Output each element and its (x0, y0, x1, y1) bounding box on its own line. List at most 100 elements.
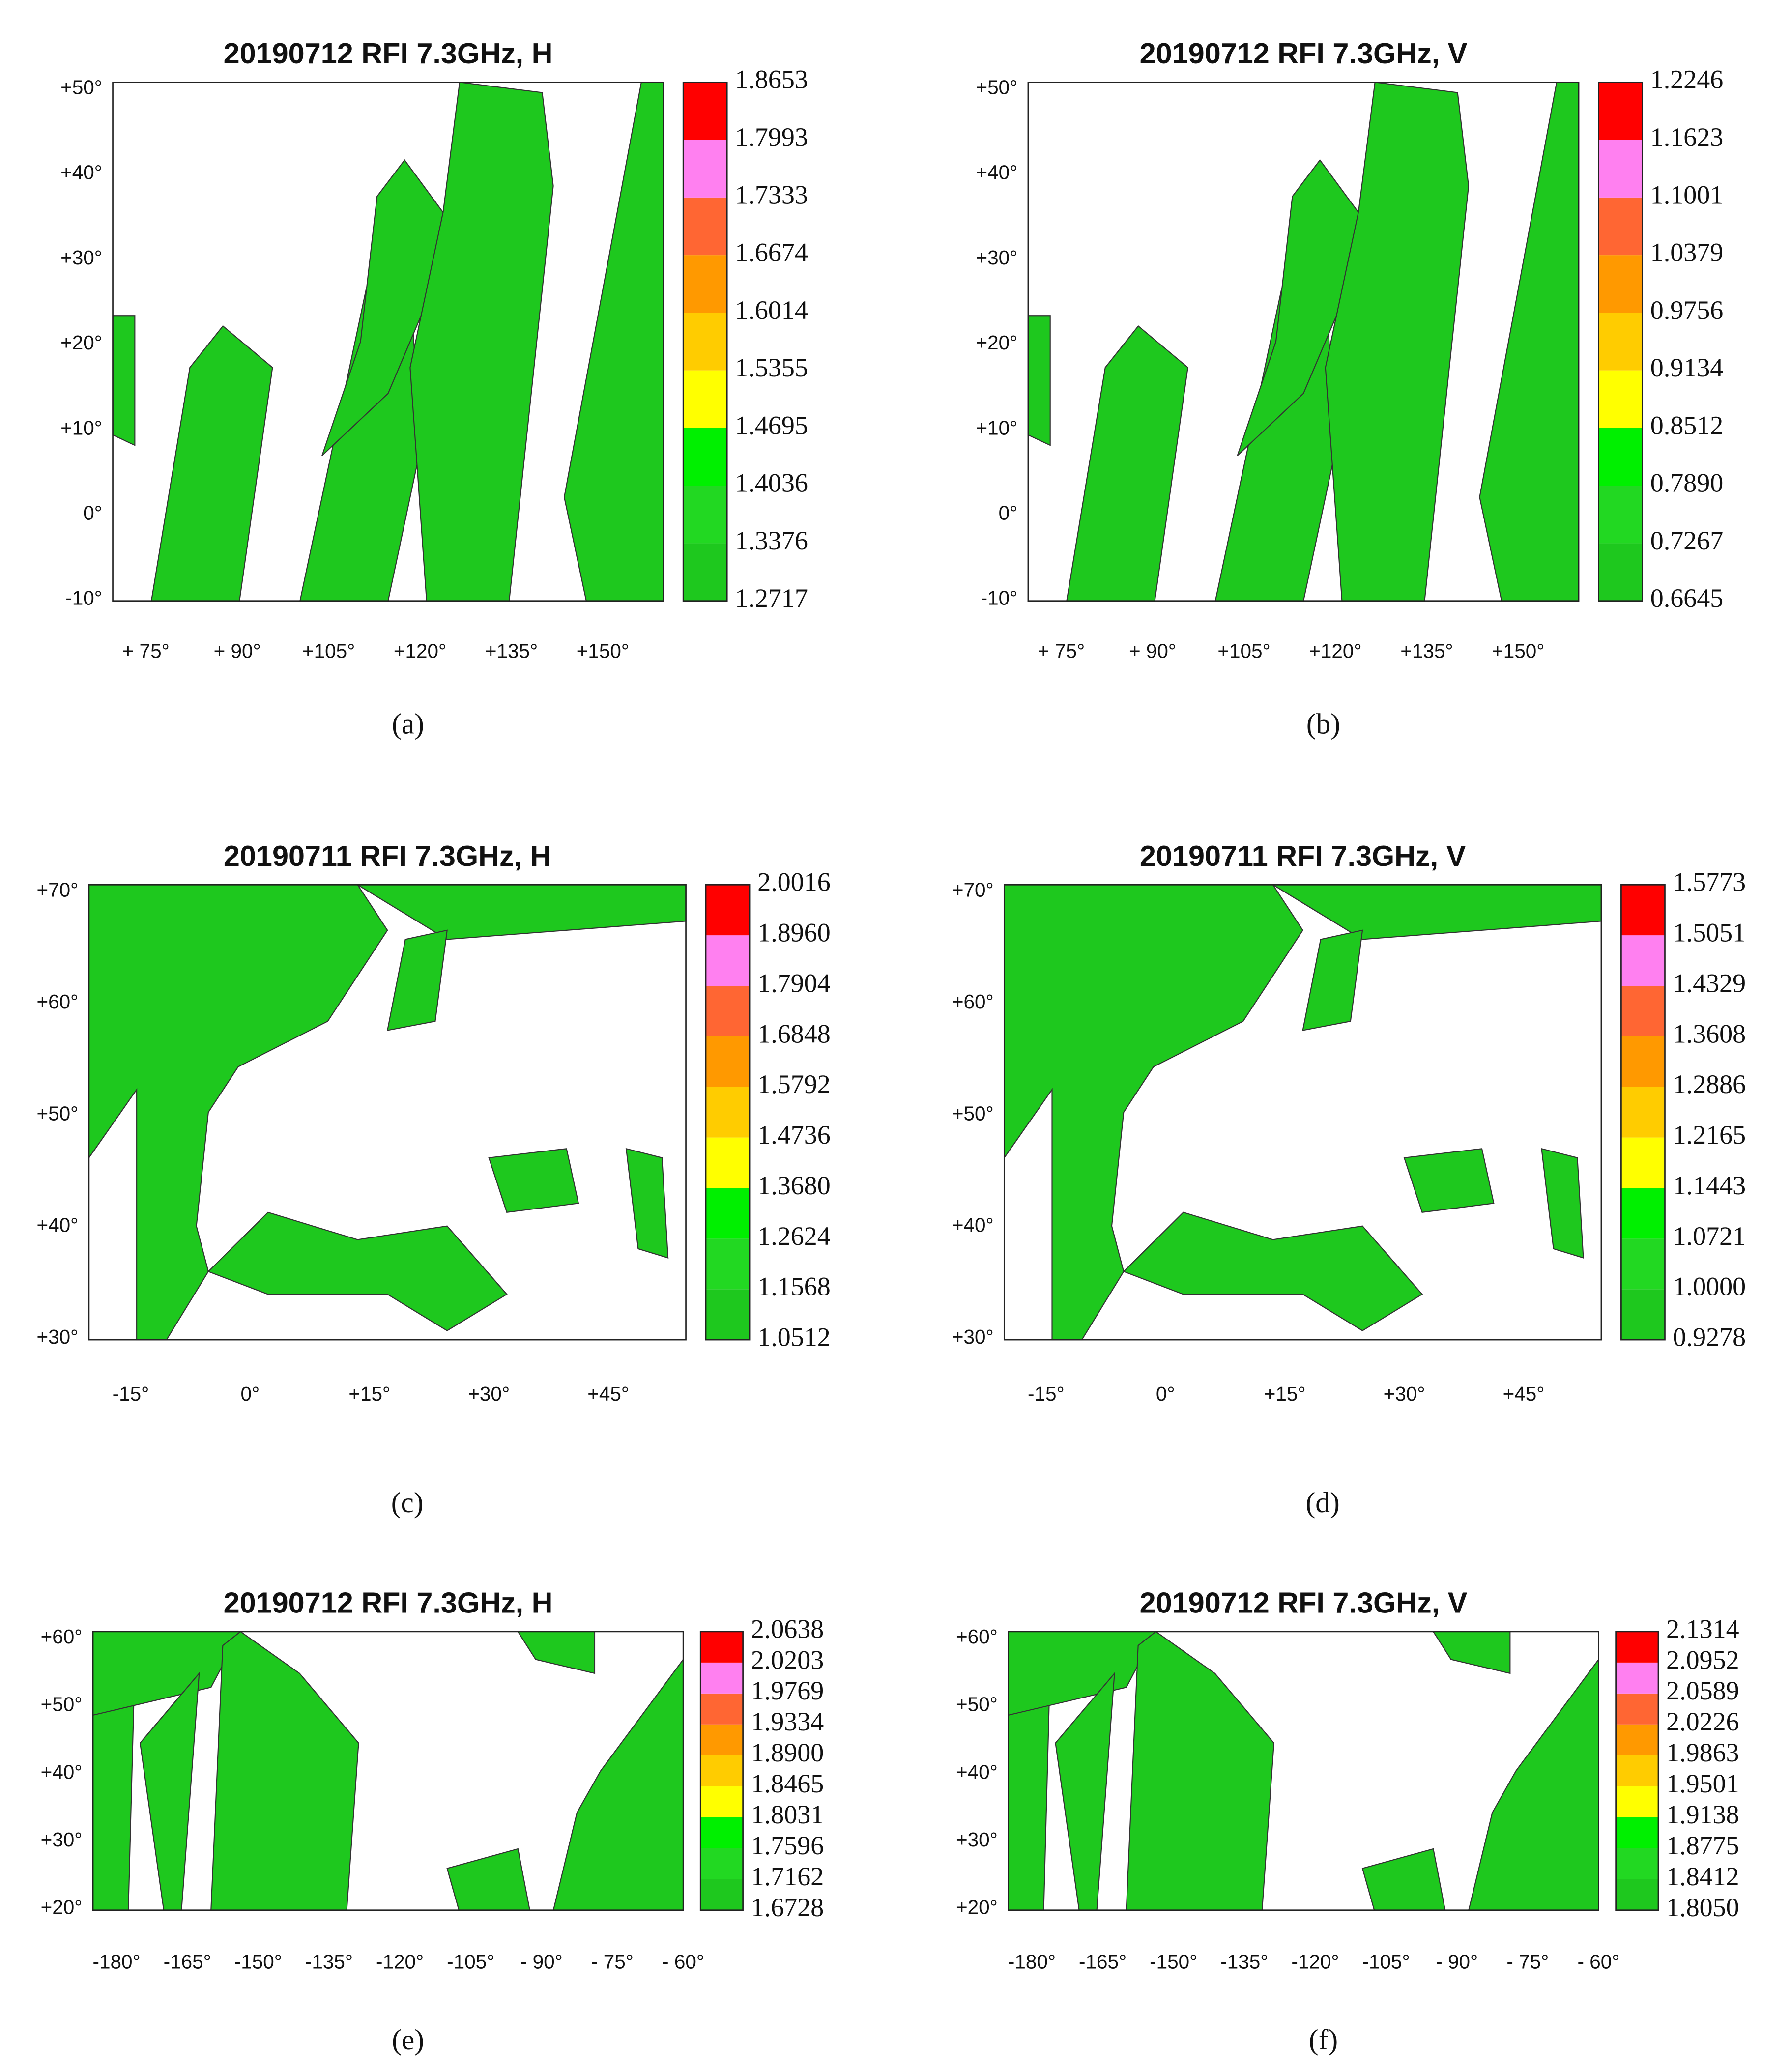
data-region (1123, 1211, 1423, 1331)
colorbar-label: 1.5051 (1673, 918, 1746, 948)
colorbar-band (1616, 1848, 1658, 1879)
data-region (1237, 159, 1370, 456)
data-region (150, 325, 273, 602)
colorbar-label: 1.2886 (1673, 1069, 1746, 1099)
colorbar-label: 1.6848 (757, 1019, 830, 1048)
x-tick-label: +120° (394, 640, 446, 662)
colorbar-label: 1.0379 (1650, 238, 1723, 267)
data-region (552, 1658, 684, 1911)
colorbar-band (683, 486, 727, 544)
x-tick-label: + 75° (122, 640, 170, 662)
colorbar-band (683, 313, 727, 371)
colorbar-band (1598, 140, 1643, 198)
x-tick-label: - 75° (591, 1950, 634, 1973)
map-panel: 20190711 RFI 7.3GHz, V +70° +60° +50° +40° +3… (952, 839, 1746, 1519)
data-region (1432, 1631, 1511, 1674)
data-region (92, 1686, 135, 1911)
x-tick-label: - 60° (1578, 1950, 1620, 1973)
data-region (1004, 884, 1303, 1341)
colorbar-band (706, 1188, 750, 1239)
x-tick-label: -135° (1220, 1950, 1268, 1973)
data-region (1403, 1148, 1495, 1213)
panel-title: 20190712 RFI 7.3GHz, H (224, 1586, 553, 1619)
colorbar-band (700, 1755, 743, 1786)
data-region (1027, 315, 1051, 446)
data-region (1479, 82, 1580, 602)
colorbar-band (1616, 1724, 1658, 1755)
y-tick-label: +70° (37, 878, 79, 901)
y-tick-label: +50° (952, 1102, 994, 1124)
map-frame (1003, 884, 1602, 1341)
y-tick-label: +60° (41, 1625, 83, 1648)
map-frame (112, 81, 664, 602)
y-tick-label: 0° (83, 501, 102, 524)
data-region (446, 1848, 531, 1911)
colorbar-label: 1.0721 (1673, 1221, 1746, 1251)
colorbar-label: 1.7162 (751, 1862, 824, 1891)
y-tick-label: +40° (952, 1214, 994, 1237)
y-tick-label: +30° (60, 246, 102, 269)
data-region (139, 1671, 200, 1911)
colorbar-band (700, 1724, 743, 1755)
colorbar-band (1621, 1036, 1665, 1087)
data-region (1066, 325, 1188, 602)
data-region (1468, 1658, 1599, 1911)
data-region (112, 315, 136, 446)
colorbar-band (700, 1817, 743, 1848)
x-tick-label: - 90° (520, 1950, 563, 1973)
colorbar-label: 0.7890 (1650, 468, 1723, 498)
colorbar-band (706, 1087, 750, 1138)
colorbar-frame (705, 884, 751, 1341)
map-panel: 20190712 RFI 7.3GHz, V +50° +40° +30° +20° +1… (976, 37, 1723, 740)
colorbar-label: 2.0952 (1666, 1645, 1739, 1674)
colorbar-label: 2.0226 (1666, 1707, 1739, 1736)
map-frame (1027, 81, 1580, 602)
map-panel: 20190712 RFI 7.3GHz, H +50° +40° +30° +20° +1… (60, 37, 808, 740)
data-region (1126, 1631, 1275, 1911)
x-tick-label: +15° (1264, 1382, 1306, 1405)
colorbar-label: 1.4695 (735, 410, 808, 440)
data-region (488, 1148, 579, 1213)
colorbar-label: 1.4036 (735, 468, 808, 498)
colorbar-label: 1.3376 (735, 526, 808, 555)
colorbar-band (683, 197, 727, 256)
colorbar-frame (682, 81, 728, 602)
x-tick-label: 0° (241, 1382, 260, 1405)
map-frame (1008, 1631, 1599, 1911)
colorbar-label: 1.5792 (757, 1069, 830, 1099)
x-tick-label: -135° (305, 1950, 353, 1973)
x-tick-label: -180° (1008, 1950, 1056, 1973)
colorbar-band (1598, 543, 1643, 601)
colorbar-label: 1.8653 (735, 65, 808, 94)
data-region (1361, 1848, 1446, 1911)
colorbar-band (700, 1879, 743, 1910)
colorbar-frame (1598, 81, 1643, 602)
x-tick-label: +15° (348, 1382, 390, 1405)
colorbar-label: 1.5355 (735, 353, 808, 382)
y-tick-label: +50° (60, 76, 102, 99)
panel-caption: (f) (1309, 2023, 1338, 2056)
colorbar-band (1621, 1188, 1665, 1239)
x-tick-label: - 60° (662, 1950, 704, 1973)
colorbar-band (1616, 1631, 1658, 1663)
y-tick-label: +40° (60, 161, 102, 184)
x-tick-label: -150° (1150, 1950, 1197, 1973)
colorbar-band (683, 370, 727, 428)
colorbar-label: 1.1623 (1650, 122, 1723, 152)
data-region (1008, 1631, 1157, 1716)
colorbar-band (683, 255, 727, 313)
x-tick-label: +120° (1309, 640, 1361, 662)
data-region (517, 1631, 596, 1674)
colorbar-band (1598, 82, 1643, 140)
x-tick-label: -105° (447, 1950, 494, 1973)
panel-caption: (e) (392, 2023, 424, 2056)
x-tick-label: +30° (468, 1382, 510, 1405)
colorbar-band (683, 140, 727, 198)
colorbar-label: 1.7904 (757, 968, 830, 998)
colorbar-band (706, 1036, 750, 1087)
map-panel: 20190711 RFI 7.3GHz, H +70° +60° +50° +40° +3… (37, 839, 831, 1519)
y-tick-label: +40° (976, 161, 1017, 184)
y-tick-label: +30° (956, 1828, 998, 1851)
y-tick-label: +30° (37, 1325, 79, 1348)
colorbar-label: 0.8512 (1650, 410, 1723, 440)
